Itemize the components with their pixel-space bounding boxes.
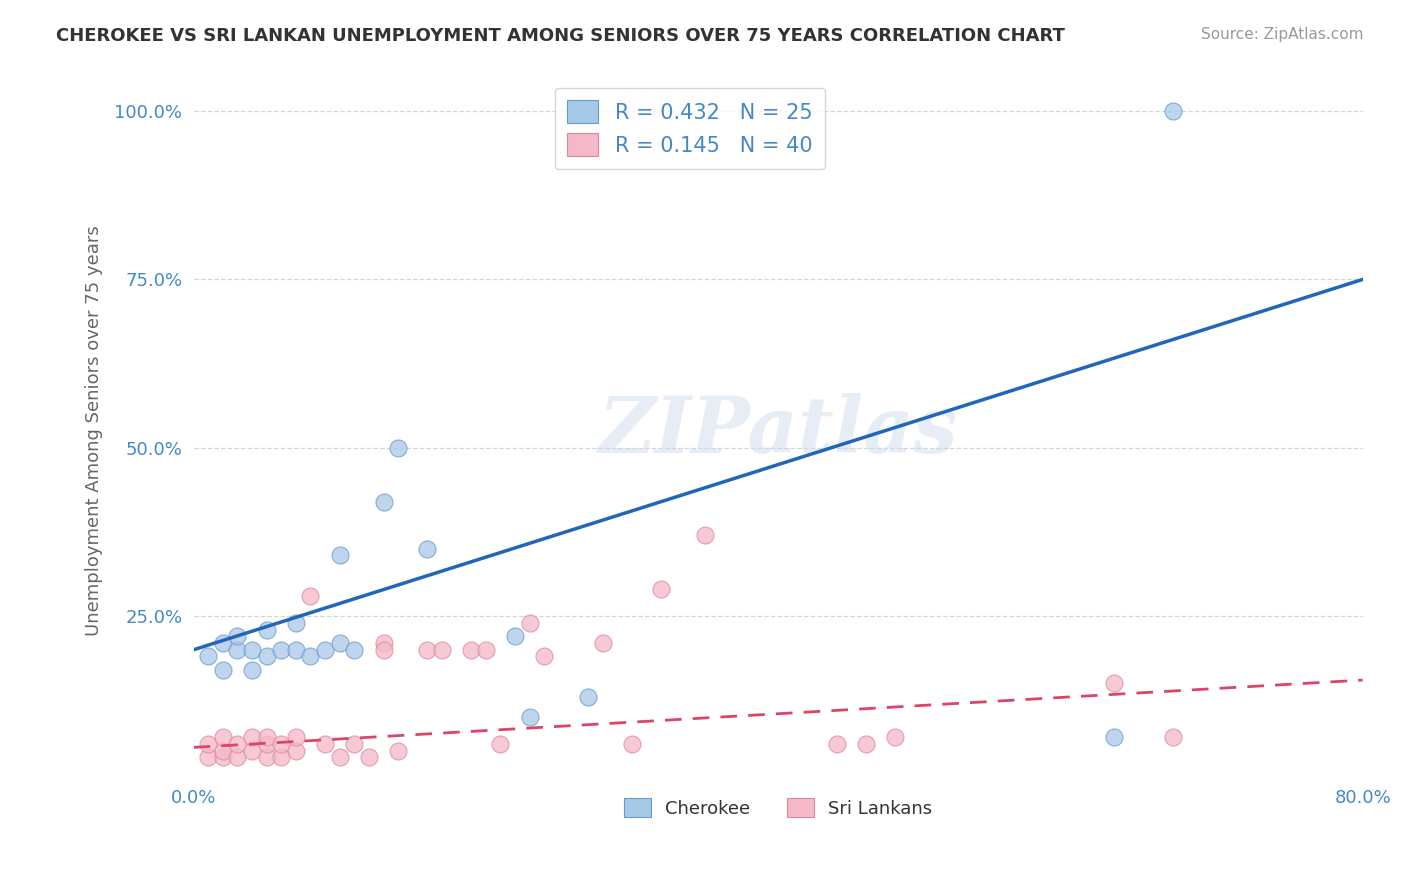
Point <box>256 623 278 637</box>
Point <box>693 528 716 542</box>
Point <box>343 642 366 657</box>
Point <box>299 589 322 603</box>
Point <box>256 737 278 751</box>
Point <box>211 744 233 758</box>
Point <box>416 541 439 556</box>
Point <box>489 737 512 751</box>
Point <box>240 744 263 758</box>
Point <box>284 744 307 758</box>
Point <box>270 642 292 657</box>
Point <box>387 744 409 758</box>
Point <box>650 582 672 596</box>
Point <box>211 636 233 650</box>
Point <box>329 636 352 650</box>
Point <box>533 649 555 664</box>
Point <box>314 737 336 751</box>
Point <box>519 710 541 724</box>
Point <box>357 750 380 764</box>
Point <box>197 649 219 664</box>
Point <box>314 642 336 657</box>
Point <box>256 649 278 664</box>
Point <box>416 642 439 657</box>
Point <box>299 649 322 664</box>
Point <box>1102 676 1125 690</box>
Point <box>226 737 249 751</box>
Text: ZIPatlas: ZIPatlas <box>599 392 957 469</box>
Point <box>240 642 263 657</box>
Point <box>343 737 366 751</box>
Point <box>211 731 233 745</box>
Point <box>373 642 395 657</box>
Point <box>284 642 307 657</box>
Point <box>256 731 278 745</box>
Point <box>329 549 352 563</box>
Point <box>197 737 219 751</box>
Point <box>284 615 307 630</box>
Point <box>329 750 352 764</box>
Y-axis label: Unemployment Among Seniors over 75 years: Unemployment Among Seniors over 75 years <box>86 226 103 636</box>
Point <box>256 750 278 764</box>
Point <box>387 441 409 455</box>
Point <box>373 636 395 650</box>
Text: Source: ZipAtlas.com: Source: ZipAtlas.com <box>1201 27 1364 42</box>
Point <box>519 615 541 630</box>
Point <box>620 737 643 751</box>
Point <box>825 737 848 751</box>
Point <box>430 642 453 657</box>
Point <box>226 629 249 643</box>
Point <box>270 737 292 751</box>
Point <box>226 750 249 764</box>
Point <box>211 750 233 764</box>
Point <box>576 690 599 704</box>
Point <box>592 636 614 650</box>
Point <box>475 642 498 657</box>
Point <box>197 750 219 764</box>
Point <box>240 731 263 745</box>
Point <box>284 731 307 745</box>
Point <box>240 663 263 677</box>
Point <box>855 737 877 751</box>
Point <box>460 642 482 657</box>
Legend: Cherokee, Sri Lankans: Cherokee, Sri Lankans <box>617 790 939 825</box>
Point <box>226 642 249 657</box>
Point <box>211 663 233 677</box>
Point <box>1161 731 1184 745</box>
Point <box>503 629 526 643</box>
Point <box>884 731 907 745</box>
Point <box>1102 731 1125 745</box>
Point <box>270 750 292 764</box>
Point <box>373 494 395 508</box>
Point <box>1161 104 1184 119</box>
Text: CHEROKEE VS SRI LANKAN UNEMPLOYMENT AMONG SENIORS OVER 75 YEARS CORRELATION CHAR: CHEROKEE VS SRI LANKAN UNEMPLOYMENT AMON… <box>56 27 1066 45</box>
